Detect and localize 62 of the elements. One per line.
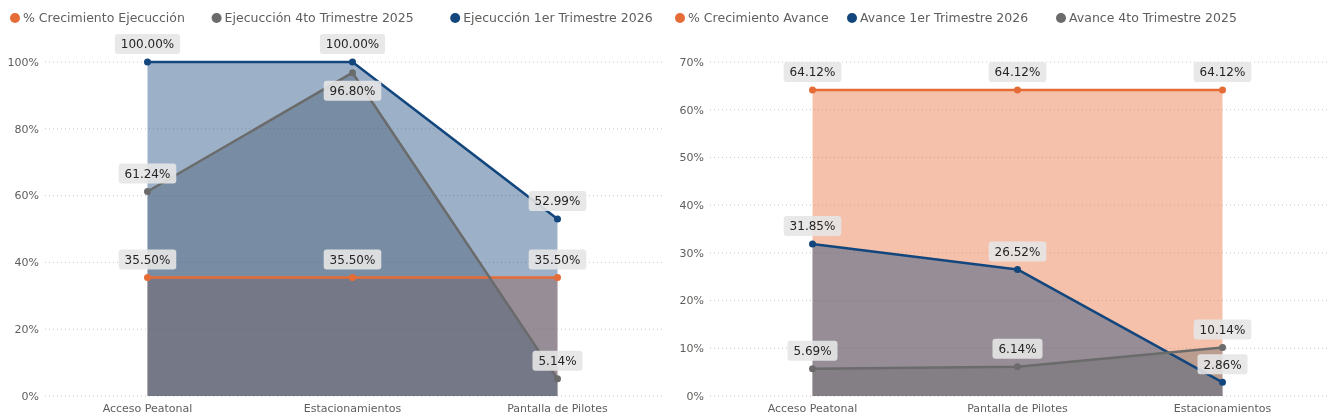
y-tick-label: 70% [679, 55, 704, 69]
data-label: 35.50% [124, 252, 171, 267]
data-label: 35.50% [534, 252, 581, 267]
y-tick-label: 80% [14, 122, 39, 136]
point [554, 375, 561, 383]
point [554, 215, 561, 223]
y-tick-label: 30% [679, 246, 704, 260]
data-label: 61.24% [124, 166, 171, 181]
x-tick-label: Acceso Peatonal [767, 402, 858, 415]
legend-label: % Crecimiento Ejecucción [23, 10, 185, 26]
point [809, 365, 816, 373]
point [1219, 86, 1226, 94]
y-tick-label: 40% [679, 198, 704, 212]
point [1014, 265, 1021, 273]
y-tick-label: 0% [686, 389, 704, 403]
point [349, 273, 356, 281]
point [144, 273, 151, 281]
data-label: 6.14% [998, 341, 1037, 356]
point [144, 187, 151, 195]
point [349, 58, 356, 66]
point [1219, 344, 1226, 352]
y-tick-label: 20% [679, 294, 704, 308]
y-tick-label: 60% [14, 189, 39, 203]
legend-label: Avance 1er Trimestre 2026 [860, 10, 1029, 26]
legend-label: Ejecucción 4to Trimestre 2025 [224, 10, 414, 26]
x-tick-label: Pantalla de Pilotes [507, 402, 609, 415]
data-label: 100.00% [120, 37, 175, 52]
legend-label: % Crecimiento Avance [688, 10, 829, 26]
data-label: 35.50% [329, 252, 376, 267]
point [809, 240, 816, 248]
data-label: 96.80% [329, 83, 376, 98]
data-label: 26.52% [994, 244, 1041, 259]
point [554, 273, 561, 281]
y-tick-label: 0% [21, 389, 39, 403]
data-label: 31.85% [789, 219, 836, 234]
x-tick-label: Estacionamientos [303, 402, 402, 415]
y-tick-label: 100% [7, 55, 39, 69]
x-tick-label: Acceso Peatonal [102, 402, 193, 415]
data-label: 5.14% [538, 354, 577, 369]
y-tick-label: 50% [679, 151, 704, 165]
data-label: 52.99% [534, 194, 581, 209]
data-label: 64.12% [1199, 65, 1246, 80]
data-label: 2.86% [1203, 357, 1242, 372]
point [809, 86, 816, 94]
legend-label: Ejecucción 1er Trimestre 2026 [463, 10, 653, 26]
y-tick-label: 20% [14, 323, 39, 337]
point [349, 69, 356, 77]
point [1219, 378, 1226, 386]
data-label: 64.12% [994, 65, 1041, 80]
data-label: 64.12% [789, 65, 836, 80]
point [1014, 363, 1021, 371]
x-tick-label: Estacionamientos [1173, 402, 1272, 415]
y-tick-label: 60% [679, 103, 704, 117]
legend-label: Avance 4to Trimestre 2025 [1069, 10, 1237, 26]
point [144, 58, 151, 66]
data-label: 5.69% [793, 344, 832, 359]
data-label: 10.14% [1199, 322, 1246, 337]
point [1014, 86, 1021, 94]
y-tick-label: 10% [679, 342, 704, 356]
data-label: 100.00% [325, 37, 380, 52]
y-tick-label: 40% [14, 256, 39, 270]
x-tick-label: Pantalla de Pilotes [967, 402, 1069, 415]
